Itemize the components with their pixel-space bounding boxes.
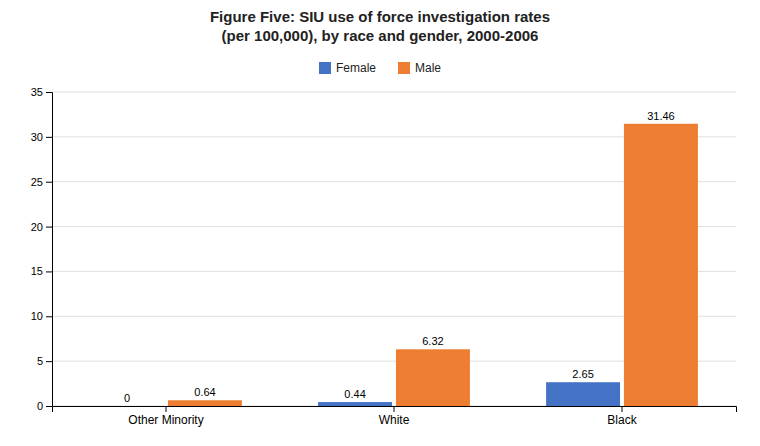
tick: 30 xyxy=(31,131,52,143)
tick-label: 30 xyxy=(31,131,43,143)
bar xyxy=(168,400,242,406)
bar xyxy=(318,402,392,406)
bar xyxy=(90,406,164,407)
bar xyxy=(396,349,470,406)
tick-label: White xyxy=(379,413,410,427)
tick-mark xyxy=(46,137,52,138)
legend-swatch xyxy=(319,62,331,74)
tick-label: 0 xyxy=(37,400,43,412)
data-label: 0 xyxy=(124,392,130,404)
tick-label: Other Minority xyxy=(128,413,203,427)
chart: Figure Five: SIU use of force investigat… xyxy=(0,0,760,446)
legend-label: Female xyxy=(336,61,376,75)
legend-label: Male xyxy=(415,61,441,75)
bar xyxy=(546,382,620,406)
tick-mark xyxy=(46,271,52,272)
tick: 15 xyxy=(31,265,52,277)
tick: 0 xyxy=(37,400,52,412)
title: Figure Five: SIU use of force investigat… xyxy=(210,8,550,44)
bars xyxy=(168,124,698,406)
bar xyxy=(624,124,698,406)
tick: 35 xyxy=(31,86,52,98)
tick-mark xyxy=(622,406,623,412)
tick-label: 15 xyxy=(31,265,43,277)
tick-mark xyxy=(46,406,52,407)
tick-mark xyxy=(46,182,52,183)
tick-label: 35 xyxy=(31,86,43,98)
axis-line xyxy=(53,407,737,413)
tick-mark xyxy=(46,361,52,362)
tick-mark xyxy=(46,316,52,317)
legend-item: Female xyxy=(319,61,376,75)
tick: 10 xyxy=(31,310,52,322)
tick: Other Minority xyxy=(128,406,203,427)
tick: 5 xyxy=(37,355,52,367)
grid xyxy=(52,92,736,406)
tick-label: 10 xyxy=(31,310,43,322)
legend: Female Male xyxy=(319,61,441,75)
tick: Black xyxy=(607,406,637,427)
legend-item: Male xyxy=(398,61,441,75)
y-axis: 0 5 10 15 20 25 30 35 xyxy=(31,86,53,412)
bar-series xyxy=(168,124,698,406)
tick-label: 25 xyxy=(31,176,43,188)
tick-label: Black xyxy=(607,413,637,427)
tick: 25 xyxy=(31,176,52,188)
tick: White xyxy=(379,406,410,427)
data-label: 31.46 xyxy=(647,110,675,122)
tick-label: 5 xyxy=(37,355,43,367)
tick-mark xyxy=(166,406,167,412)
data-label: 0.44 xyxy=(344,388,365,400)
tick-mark xyxy=(46,227,52,228)
data-labels: 0 0.44 2.65 0.64 6.32 31.46 xyxy=(124,110,675,404)
axis-line xyxy=(46,93,53,407)
tick: 20 xyxy=(31,221,52,233)
data-label: 6.32 xyxy=(422,335,443,347)
plot: 05101520253035Other MinorityWhiteBlack00… xyxy=(31,86,737,427)
tick-mark xyxy=(394,406,395,412)
tick-label: 20 xyxy=(31,221,43,233)
tick-mark xyxy=(46,92,52,93)
legend-swatch xyxy=(398,62,410,74)
x-axis: Other Minority White Black xyxy=(53,406,737,427)
grid-line xyxy=(52,92,736,93)
data-label: 2.65 xyxy=(572,368,593,380)
data-label: 0.64 xyxy=(194,386,215,398)
